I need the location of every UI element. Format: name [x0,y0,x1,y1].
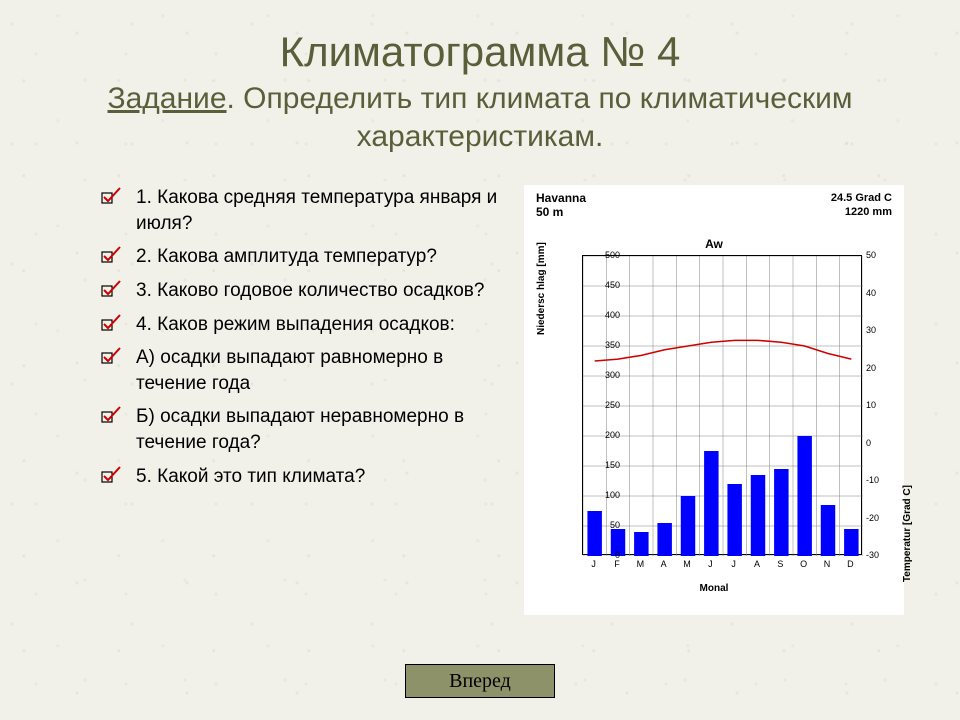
precip-bar [704,451,718,556]
precip-bar [634,532,648,556]
check-bullet-icon [100,246,124,264]
ytick-right: 40 [866,288,894,298]
next-button[interactable]: Вперед [405,664,555,698]
xtick: M [678,559,696,569]
check-bullet-icon [100,187,124,205]
ytick-left: 50 [592,520,620,530]
chart-summary: 24.5 Grad C 1220 mm [831,191,892,220]
subtitle: Задание. Определить тип климата по клима… [0,76,960,155]
check-bullet-icon [100,466,124,484]
ytick-right: -10 [866,475,894,485]
xtick: S [771,559,789,569]
precip-bar [774,469,788,556]
question-text: Б) осадки выпадают неравномерно в течени… [136,406,464,453]
precip-bar [681,496,695,556]
precip-bar [797,436,811,556]
precip-bar [657,523,671,556]
y-left-label: Niedersc hlag [mm] [536,242,547,335]
ytick-left: 400 [592,310,620,320]
ytick-right: 10 [866,400,894,410]
xtick: D [841,559,859,569]
ytick-left: 350 [592,340,620,350]
ytick-right: -30 [866,550,894,560]
precip-bar [751,475,765,556]
content-row: 1. Какова средняя температура января и и… [0,155,960,615]
question-item: 3. Каково годовое количество осадков? [100,278,500,304]
question-item: 1. Какова средняя температура января и и… [100,185,500,236]
subtitle-rest: . Определить тип климата по климатически… [227,82,853,153]
chart-station: Havanna 50 m [536,191,586,219]
ytick-left: 250 [592,400,620,410]
question-text: 5. Какой это тип климата? [136,466,365,487]
ytick-left: 450 [592,280,620,290]
question-item: 2. Какова амплитуда температур? [100,244,500,270]
subtitle-underlined: Задание [108,82,227,115]
xtick: F [608,559,626,569]
ytick-right: 50 [866,250,894,260]
precip-bar [844,529,858,556]
ytick-right: 0 [866,438,894,448]
question-item: А) осадки выпадают равномерно в течение … [100,345,500,396]
xtick: A [655,559,673,569]
ytick-left: 500 [592,250,620,260]
ytick-left: 200 [592,430,620,440]
climate-chart: Havanna 50 m 24.5 Grad C 1220 mm Aw Nied… [524,185,904,615]
question-item: Б) осадки выпадают неравномерно в течени… [100,404,500,455]
xtick: N [818,559,836,569]
y-right-label: Temperatur [Grad C] [902,485,913,582]
xtick: M [631,559,649,569]
precip-bar [727,484,741,556]
question-text: 4. Каков режим выпадения осадков: [136,314,455,335]
xtick: A [748,559,766,569]
question-item: 5. Какой это тип климата? [100,464,500,490]
ytick-left: 300 [592,370,620,380]
question-text: 2. Какова амплитуда температур? [136,246,437,267]
check-bullet-icon [100,314,124,332]
ytick-right: 30 [866,325,894,335]
question-text: А) осадки выпадают равномерно в течение … [136,347,443,394]
ytick-right: 20 [866,363,894,373]
question-text: 1. Какова средняя температура января и и… [136,187,497,234]
ytick-left: 100 [592,490,620,500]
xtick: J [701,559,719,569]
ytick-right: -20 [866,513,894,523]
plot-area [582,255,862,555]
question-text: 3. Каково годовое количество осадков? [136,280,484,301]
check-bullet-icon [100,406,124,424]
precip-bar [821,505,835,556]
ytick-left: 150 [592,460,620,470]
question-list: 1. Какова средняя температура января и и… [100,185,500,615]
check-bullet-icon [100,280,124,298]
page-title: Климатограмма № 4 [0,0,960,76]
check-bullet-icon [100,347,124,365]
question-item: 4. Каков режим выпадения осадков: [100,312,500,338]
chart-zone-code: Aw [524,237,904,251]
xtick: J [725,559,743,569]
xtick: J [585,559,603,569]
xtick: O [795,559,813,569]
x-axis-label: Monal [524,583,904,594]
